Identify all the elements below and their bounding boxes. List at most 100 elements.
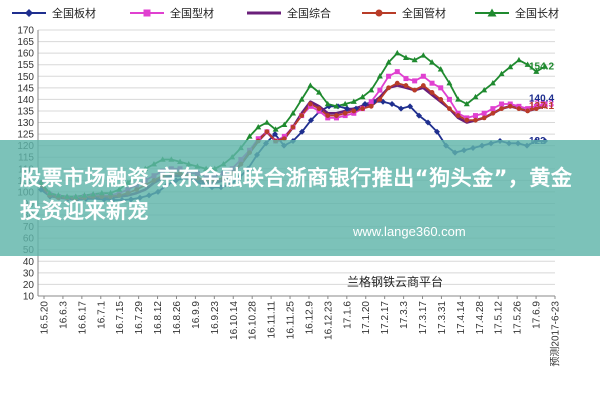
y-tick-label: 150: [17, 72, 34, 83]
legend-diamond-marker: [25, 9, 33, 17]
legend-label: 全国型材: [170, 6, 214, 20]
series-point: [308, 117, 314, 124]
x-tick-label: 16.8.12: [153, 301, 164, 335]
series-point: [334, 113, 339, 118]
legend-label: 全国管材: [402, 6, 446, 20]
banner-headline-link[interactable]: 股票市场融资 京东金融联合浙商银行推出“狗头金”，黄金投资迎来新宠: [20, 166, 573, 223]
series-point: [499, 101, 505, 107]
x-tick-label: 16.8.26: [172, 301, 183, 335]
series-point: [368, 86, 375, 93]
series-point: [411, 56, 418, 63]
x-tick-label: 16.11.11: [267, 301, 278, 339]
series-point: [455, 113, 461, 118]
y-tick-label: 135: [17, 106, 34, 117]
series-point: [446, 96, 452, 102]
y-tick-label: 20: [23, 280, 35, 291]
x-tick-label: 16.11.25: [286, 301, 297, 340]
series-point: [533, 106, 539, 112]
series-point: [290, 110, 296, 116]
chart-legend: 全国板材 全国型材 全国综合 全国管材 全国长材: [12, 6, 559, 20]
series-point: [429, 90, 435, 95]
x-tick-label: 17.3.3: [399, 301, 410, 329]
series-point: [516, 106, 522, 112]
watermark-org: 兰格钢铁云商平台: [347, 275, 444, 289]
x-tick-label: 17.3.31: [437, 301, 448, 335]
series-point: [533, 68, 540, 74]
end-value-label: 138.3: [529, 99, 554, 110]
y-tick-label: 10: [23, 292, 35, 303]
series-point: [437, 66, 444, 72]
series-point: [420, 52, 427, 58]
series-point: [464, 117, 470, 123]
series-point: [402, 54, 409, 60]
series-point: [499, 106, 504, 112]
series-point: [412, 87, 418, 93]
series-point: [429, 80, 435, 86]
series-point: [264, 129, 270, 135]
series-point: [255, 123, 262, 130]
series-point: [368, 103, 374, 109]
series-point: [324, 100, 331, 107]
legend-label: 全国板材: [52, 6, 96, 20]
end-value-label: 140.4: [529, 93, 554, 104]
x-tick-label: 17.1.6: [342, 301, 353, 329]
x-tick-label: 16.7.29: [134, 301, 145, 335]
x-tick-label: 16.9.9: [191, 301, 202, 329]
series-point: [472, 93, 479, 100]
legend-label: 全国长材: [515, 6, 559, 20]
x-tick-label: 17.1.20: [361, 301, 372, 335]
series-point: [407, 103, 413, 110]
series-point: [412, 78, 418, 84]
x-tick-label: 17.5.26: [513, 301, 524, 335]
series-point: [342, 110, 348, 116]
series-point: [403, 76, 409, 82]
series-point: [377, 96, 383, 102]
series-point: [281, 121, 288, 128]
y-tick-label: 155: [17, 60, 34, 71]
series-point: [299, 113, 305, 118]
series-point: [542, 63, 548, 69]
y-tick-label: 170: [17, 26, 34, 37]
series-point: [507, 103, 513, 109]
series-point: [342, 100, 349, 107]
series-point: [351, 108, 357, 114]
series-point: [368, 99, 374, 105]
series-point: [344, 105, 350, 112]
series-point: [416, 112, 422, 119]
series-point: [272, 131, 278, 138]
series-point: [394, 49, 401, 56]
x-tick-label: 16.12.9: [304, 301, 315, 335]
series-point: [272, 126, 279, 132]
series-point: [525, 108, 531, 114]
series-point: [490, 106, 496, 112]
x-tick-label: 16.7.1: [96, 301, 107, 329]
series-point: [376, 73, 383, 79]
y-tick-label: 130: [17, 118, 34, 129]
x-tick-label: 16.6.3: [58, 301, 69, 329]
x-tick-label: 17.5.12: [494, 301, 505, 335]
series-point: [307, 101, 313, 107]
series-point: [394, 69, 400, 75]
series-point: [434, 128, 440, 135]
series-point: [481, 115, 487, 121]
x-tick-label: 16.9.23: [210, 301, 221, 335]
y-tick-label: 30: [23, 268, 35, 279]
series-point: [307, 82, 314, 88]
x-tick-label: 16.6.17: [77, 301, 88, 335]
series-point: [398, 105, 404, 112]
series-point: [299, 128, 305, 135]
x-tick-label: 预测2017-6-23: [549, 301, 562, 367]
x-tick-label: 17.6.9: [532, 301, 543, 329]
series-point: [263, 119, 270, 125]
end-value-label: 154.2: [529, 62, 554, 73]
series-point: [425, 119, 431, 126]
x-tick-label: 17.4.28: [475, 301, 486, 335]
x-tick-label: 16.12.23: [323, 301, 334, 340]
series-point: [481, 86, 488, 93]
watermark-url: www.lange360.com: [353, 224, 466, 239]
series-point: [281, 136, 287, 142]
series-point: [438, 85, 444, 91]
series-point: [438, 96, 444, 102]
series-point: [472, 113, 478, 119]
